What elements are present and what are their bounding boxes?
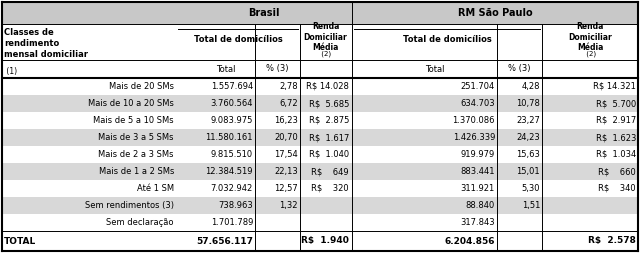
Text: Total de domicílios: Total de domicílios bbox=[403, 34, 492, 44]
Text: 16,23: 16,23 bbox=[274, 116, 298, 125]
Text: R$  1.617: R$ 1.617 bbox=[308, 133, 349, 142]
Text: Mais de 1 a 2 SMs: Mais de 1 a 2 SMs bbox=[99, 167, 174, 176]
Text: RM São Paulo: RM São Paulo bbox=[458, 8, 532, 18]
Text: 1.370.086: 1.370.086 bbox=[452, 116, 495, 125]
Text: Mais de 10 a 20 SMs: Mais de 10 a 20 SMs bbox=[88, 99, 174, 108]
Text: 311.921: 311.921 bbox=[461, 184, 495, 193]
Text: 7.032.942: 7.032.942 bbox=[211, 184, 253, 193]
Text: % (3): % (3) bbox=[266, 65, 289, 73]
Text: 317.843: 317.843 bbox=[460, 218, 495, 227]
Text: R$  2.875: R$ 2.875 bbox=[308, 116, 349, 125]
Text: R$    660: R$ 660 bbox=[598, 167, 636, 176]
Text: Sem declaração: Sem declaração bbox=[106, 218, 174, 227]
Text: R$    320: R$ 320 bbox=[312, 184, 349, 193]
Text: 1.557.694: 1.557.694 bbox=[211, 82, 253, 91]
Text: 22,13: 22,13 bbox=[275, 167, 298, 176]
Text: Renda
Domiciliar
Média: Renda Domiciliar Média bbox=[303, 22, 348, 52]
Text: 12,57: 12,57 bbox=[275, 184, 298, 193]
Text: Mais de 5 a 10 SMs: Mais de 5 a 10 SMs bbox=[93, 116, 174, 125]
Bar bbox=[2, 163, 638, 180]
Text: 4,28: 4,28 bbox=[522, 82, 540, 91]
Text: R$  1.040: R$ 1.040 bbox=[309, 150, 349, 159]
Text: R$    340: R$ 340 bbox=[598, 184, 636, 193]
Text: R$  2.578: R$ 2.578 bbox=[588, 237, 636, 245]
Text: 1.701.789: 1.701.789 bbox=[211, 218, 253, 227]
Text: 20,70: 20,70 bbox=[275, 133, 298, 142]
Text: 88.840: 88.840 bbox=[466, 201, 495, 210]
Text: 9.083.975: 9.083.975 bbox=[211, 116, 253, 125]
Text: 1.426.339: 1.426.339 bbox=[452, 133, 495, 142]
Bar bbox=[2, 2, 638, 24]
Text: Até 1 SM: Até 1 SM bbox=[137, 184, 174, 193]
Text: 57.656.117: 57.656.117 bbox=[196, 237, 253, 245]
Bar bbox=[2, 95, 638, 112]
Text: (2): (2) bbox=[319, 50, 332, 57]
Text: R$ 14.028: R$ 14.028 bbox=[306, 82, 349, 91]
Text: 9.815.510: 9.815.510 bbox=[211, 150, 253, 159]
Text: 2,78: 2,78 bbox=[280, 82, 298, 91]
Text: R$    649: R$ 649 bbox=[312, 167, 349, 176]
Text: 5,30: 5,30 bbox=[522, 184, 540, 193]
Bar bbox=[2, 129, 638, 146]
Text: 15,01: 15,01 bbox=[516, 167, 540, 176]
Text: % (3): % (3) bbox=[508, 65, 531, 73]
Text: R$  1.940: R$ 1.940 bbox=[301, 237, 349, 245]
Text: 6.204.856: 6.204.856 bbox=[445, 237, 495, 245]
Text: 6,72: 6,72 bbox=[280, 99, 298, 108]
Text: Mais de 2 a 3 SMs: Mais de 2 a 3 SMs bbox=[99, 150, 174, 159]
Text: 1,51: 1,51 bbox=[522, 201, 540, 210]
Text: (2): (2) bbox=[584, 50, 596, 57]
Text: 634.703: 634.703 bbox=[460, 99, 495, 108]
Text: 883.441: 883.441 bbox=[461, 167, 495, 176]
Text: Brasil: Brasil bbox=[248, 8, 279, 18]
Text: 23,27: 23,27 bbox=[516, 116, 540, 125]
Text: 12.384.519: 12.384.519 bbox=[205, 167, 253, 176]
Text: 3.760.564: 3.760.564 bbox=[211, 99, 253, 108]
Text: R$ 14.321: R$ 14.321 bbox=[593, 82, 636, 91]
Text: 738.963: 738.963 bbox=[218, 201, 253, 210]
Text: 10,78: 10,78 bbox=[516, 99, 540, 108]
Text: Renda
Domiciliar
Média: Renda Domiciliar Média bbox=[568, 22, 612, 52]
Text: 17,54: 17,54 bbox=[275, 150, 298, 159]
Text: 251.704: 251.704 bbox=[461, 82, 495, 91]
Text: 11.580.161: 11.580.161 bbox=[205, 133, 253, 142]
Text: R$  5.700: R$ 5.700 bbox=[596, 99, 636, 108]
Text: TOTAL: TOTAL bbox=[4, 237, 36, 245]
Bar bbox=[2, 197, 638, 214]
Text: Mais de 3 a 5 SMs: Mais de 3 a 5 SMs bbox=[99, 133, 174, 142]
Text: 15,63: 15,63 bbox=[516, 150, 540, 159]
Text: R$  2.917: R$ 2.917 bbox=[596, 116, 636, 125]
Text: R$  1.623: R$ 1.623 bbox=[596, 133, 636, 142]
Text: Mais de 20 SMs: Mais de 20 SMs bbox=[109, 82, 174, 91]
Text: 919.979: 919.979 bbox=[461, 150, 495, 159]
Text: (1): (1) bbox=[4, 67, 17, 76]
Text: Total: Total bbox=[216, 65, 236, 73]
Text: R$  5.685: R$ 5.685 bbox=[308, 99, 349, 108]
Text: R$  1.034: R$ 1.034 bbox=[596, 150, 636, 159]
Text: Total de domicílios: Total de domicílios bbox=[194, 34, 282, 44]
Text: Sem rendimentos (3): Sem rendimentos (3) bbox=[85, 201, 174, 210]
Text: Total: Total bbox=[425, 65, 444, 73]
Text: 1,32: 1,32 bbox=[280, 201, 298, 210]
Text: 24,23: 24,23 bbox=[516, 133, 540, 142]
Text: Classes de
rendimento
mensal domiciliar: Classes de rendimento mensal domiciliar bbox=[4, 28, 88, 59]
